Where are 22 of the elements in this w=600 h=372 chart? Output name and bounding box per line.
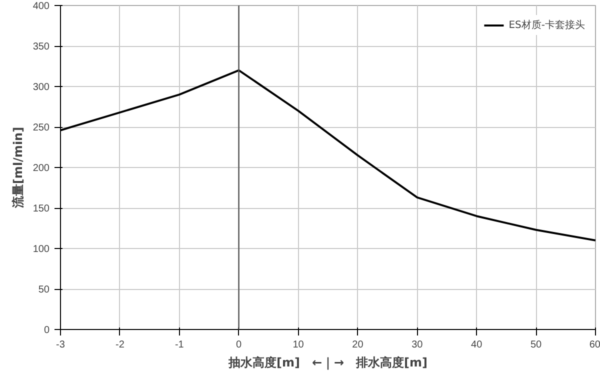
x-tick-label: 0 <box>236 340 242 350</box>
x-tick-label: 60 <box>589 340 600 350</box>
x-tick-label: 50 <box>530 340 542 350</box>
x-tick-label: -2 <box>116 340 125 350</box>
x-tick-label: 30 <box>412 340 424 350</box>
y-tick-label: 400 <box>32 1 50 12</box>
x-tick-label: -3 <box>56 340 66 350</box>
y-tick-label: 150 <box>32 204 50 214</box>
x-tick-label: 10 <box>292 340 304 350</box>
y-tick-label: 350 <box>32 42 50 52</box>
y-tick-label: 250 <box>32 122 50 134</box>
y-tick-label: 50 <box>38 284 50 296</box>
legend-label: ES材质-卡套接头 <box>508 18 585 32</box>
x-tick-label: -1 <box>174 340 184 350</box>
x-tick-label: 20 <box>352 340 364 350</box>
x-axis-title: 抽水高度[m] ←｜→ 排水高度[m] <box>227 356 428 370</box>
y-tick-label: 300 <box>32 82 50 93</box>
y-tick-label: 0 <box>44 325 50 336</box>
y-tick-label: 100 <box>32 244 50 255</box>
y-axis-title: 流量[ml/min] <box>10 126 25 210</box>
y-tick-label: 200 <box>32 163 50 174</box>
x-tick-label: 40 <box>471 340 483 350</box>
